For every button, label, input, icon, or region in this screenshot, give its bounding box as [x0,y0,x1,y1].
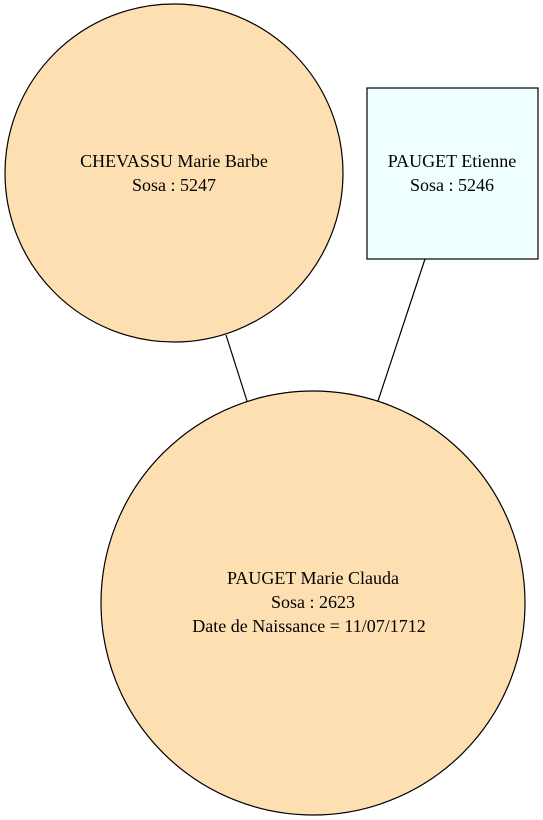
mother-sosa: Sosa : 5247 [132,175,216,195]
father-name: PAUGET Etienne [388,151,517,171]
edge-mother-child [225,334,248,402]
node-father[interactable]: PAUGET Etienne Sosa : 5246 [366,87,539,260]
node-child[interactable]: PAUGET Marie Clauda Sosa : 2623 Date de … [100,390,526,816]
child-circle [100,390,526,816]
father-box [366,87,539,260]
child-name: PAUGET Marie Clauda [227,568,399,588]
mother-circle [4,3,344,343]
child-sosa: Sosa : 2623 [271,592,355,612]
mother-name: CHEVASSU Marie Barbe [80,151,268,171]
child-birth-date: Date de Naissance = 11/07/1712 [192,616,425,636]
father-sosa: Sosa : 5246 [410,175,494,195]
node-mother[interactable]: CHEVASSU Marie Barbe Sosa : 5247 [4,3,344,343]
edge-father-child [377,258,426,402]
